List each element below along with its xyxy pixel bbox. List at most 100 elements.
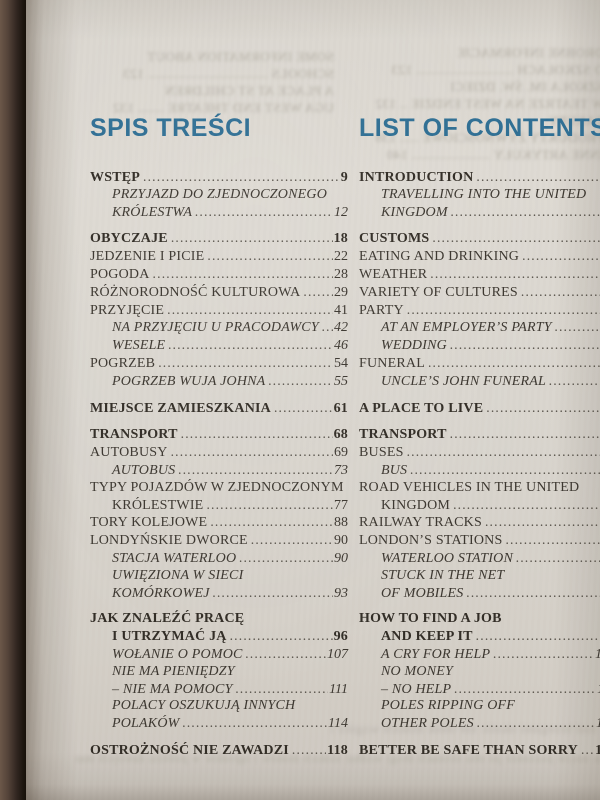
dot-leader [454, 681, 596, 699]
toc-entry-line: WSTĘP 9 [90, 169, 348, 187]
toc-entry-title: – NO HELP [381, 681, 452, 697]
toc-entry-title: OSTROŻNOŚĆ NIE ZAWADZI [90, 742, 289, 758]
toc-entry-title: LONDON’S STATIONS [359, 533, 503, 549]
toc-entry-line: TRAVELLING INTO THE UNITED [359, 187, 600, 204]
toc-entry-line: KOMÓRKOWEJ 93 [90, 585, 348, 603]
toc-entry-title: WEATHER [359, 266, 428, 282]
toc-entry-line: LONDON’S STATIONS90 [359, 532, 600, 550]
toc-entry-line: LONDYŃSKIE DWORCE 90 [90, 532, 348, 550]
dot-leader [407, 444, 600, 462]
toc-entry-line: POLES RIPPING OFF [359, 698, 600, 715]
toc-entry-title: POGRZEB [90, 355, 156, 371]
toc-entry: WOŁANIE O POMOC 107 [90, 646, 348, 664]
toc-entry-title: TORY KOLEJOWE [90, 515, 208, 531]
toc-entry-title: POGRZEB WUJA JOHNA [112, 373, 266, 389]
page-number: 111 [329, 681, 348, 697]
toc-entry-line: INTRODUCTION9 [359, 169, 600, 187]
toc-entry-line: OTHER POLES 114 [359, 715, 600, 733]
toc-entry-line: TORY KOLEJOWE 88 [90, 514, 348, 532]
page-number: 107 [595, 647, 600, 664]
dot-leader [476, 628, 600, 646]
dot-leader [476, 169, 600, 187]
toc-entry-title: MIEJSCE ZAMIESZKANIA [90, 400, 271, 416]
toc-entry-title: ROAD VEHICLES IN THE UNITED [359, 479, 580, 495]
dot-leader [505, 532, 600, 550]
toc-entry-title: AND KEEP IT [381, 629, 473, 645]
toc-entry-line: NIE MA PIENIĘDZY [90, 664, 348, 681]
toc-entry: TRANSPORT68 [90, 426, 348, 444]
dot-leader [430, 266, 600, 284]
page-number: 93 [334, 585, 348, 601]
toc-entry: TRANSPORT68 [359, 426, 600, 444]
page-number: 90 [334, 533, 348, 549]
toc-entry-title: AUTOBUS [112, 462, 176, 478]
toc-entry: EATING AND DRINKING22 [359, 248, 600, 266]
toc-entry-title: HOW TO FIND A JOB [359, 611, 502, 627]
dot-leader [428, 355, 600, 373]
toc-entry-line: CUSTOMS18 [359, 230, 600, 248]
showthrough-line: SZKOŁA IM. ŚW. DZIECI [449, 79, 600, 94]
page-number: 68 [333, 427, 348, 443]
toc-entry-line: KINGDOM77 [359, 497, 600, 515]
toc-entry: TRAVELLING INTO THE UNITED KINGDOM12 [359, 187, 600, 222]
toc-entry-line: POGRZEB WUJA JOHNA 55 [90, 373, 348, 391]
toc-entry-line: OF MOBILES93 [359, 585, 600, 603]
dot-leader [453, 497, 600, 515]
toc-entry-line: HOW TO FIND A JOB [359, 611, 600, 628]
toc-entry-line: JEDZENIE I PICIE 22 [90, 248, 348, 266]
toc-entry: LONDYŃSKIE DWORCE 90 [90, 532, 348, 550]
dot-leader [450, 337, 600, 355]
page-number: 107 [327, 646, 348, 662]
showthrough-line: O SZKOŁACH .......................... 12… [391, 62, 600, 77]
toc-entry: NIE MA PIENIĘDZY – NIE MA POMOCY 111 [90, 664, 348, 699]
dot-leader [450, 426, 600, 444]
toc-entry-title: STACJA WATERLOO [112, 550, 237, 566]
dot-leader [210, 514, 333, 532]
toc-entry-line: A PLACE TO LIVE61 [359, 400, 600, 418]
page-number: 42 [334, 320, 348, 336]
dot-leader [407, 302, 600, 320]
toc-entry: NA PRZYJĘCIU U PRACODAWCY 42 [90, 319, 348, 337]
page-number: 111 [597, 682, 600, 699]
toc-entry: ROAD VEHICLES IN THE UNITED KINGDOM77 [359, 480, 600, 515]
dot-leader [236, 681, 329, 699]
toc-entry-title: BUS [381, 462, 408, 478]
toc-entry-line: WESELE 46 [90, 337, 348, 355]
toc-entry-title: POGODA [90, 266, 150, 282]
toc-entry-title: A CRY FOR HELP [381, 646, 491, 662]
toc-entry-title: POLES RIPPING OFF [381, 698, 516, 714]
dot-leader [213, 585, 333, 603]
toc-entry-line: I UTRZYMAĆ JĄ 96 [90, 628, 348, 646]
toc-entry-title: CUSTOMS [359, 231, 430, 247]
page-number: 46 [334, 338, 348, 354]
toc-entry: PARTY41 [359, 302, 600, 320]
toc-entry-line: STACJA WATERLOO 90 [90, 550, 348, 568]
toc-entry-line: TYPY POJAZDÓW W ZJEDNOCZONYM [90, 480, 348, 497]
toc-entry-line: KRÓLESTWA 12 [90, 204, 348, 222]
toc-entry-line: STUCK IN THE NET [359, 568, 600, 585]
toc-entry-line: POGRZEB 54 [90, 355, 348, 373]
page-number: 12 [334, 204, 348, 220]
dot-leader [521, 284, 600, 302]
page-number: 73 [334, 462, 348, 478]
dot-leader [549, 373, 600, 391]
toc-entry: STACJA WATERLOO 90 [90, 550, 348, 568]
page-number: 22 [334, 249, 348, 265]
toc-entry-title: I UTRZYMAĆ JĄ [112, 629, 227, 645]
toc-entry-title: – NIE MA POMOCY [112, 681, 233, 697]
toc-entry-line: TRANSPORT68 [359, 426, 600, 444]
dot-leader [168, 337, 333, 355]
toc-entry: INTRODUCTION9 [359, 169, 600, 187]
dot-leader [207, 248, 333, 266]
toc-entry-line: FUNERAL54 [359, 355, 600, 373]
toc-entry-title: VARIETY OF CULTURES [359, 284, 518, 300]
toc-entry-line: AND KEEP IT96 [359, 628, 600, 646]
toc-entry: OBYCZAJE 18 [90, 230, 348, 248]
toc-entry-line: RAILWAY TRACKS88 [359, 514, 600, 532]
dot-leader [183, 715, 328, 733]
toc-entry: CUSTOMS18 [359, 230, 600, 248]
toc-entry-title: TYPY POJAZDÓW W ZJEDNOCZONYM [90, 479, 344, 495]
toc-title-polish: SPIS TREŚCI [90, 114, 252, 142]
book-spine [0, 0, 26, 800]
